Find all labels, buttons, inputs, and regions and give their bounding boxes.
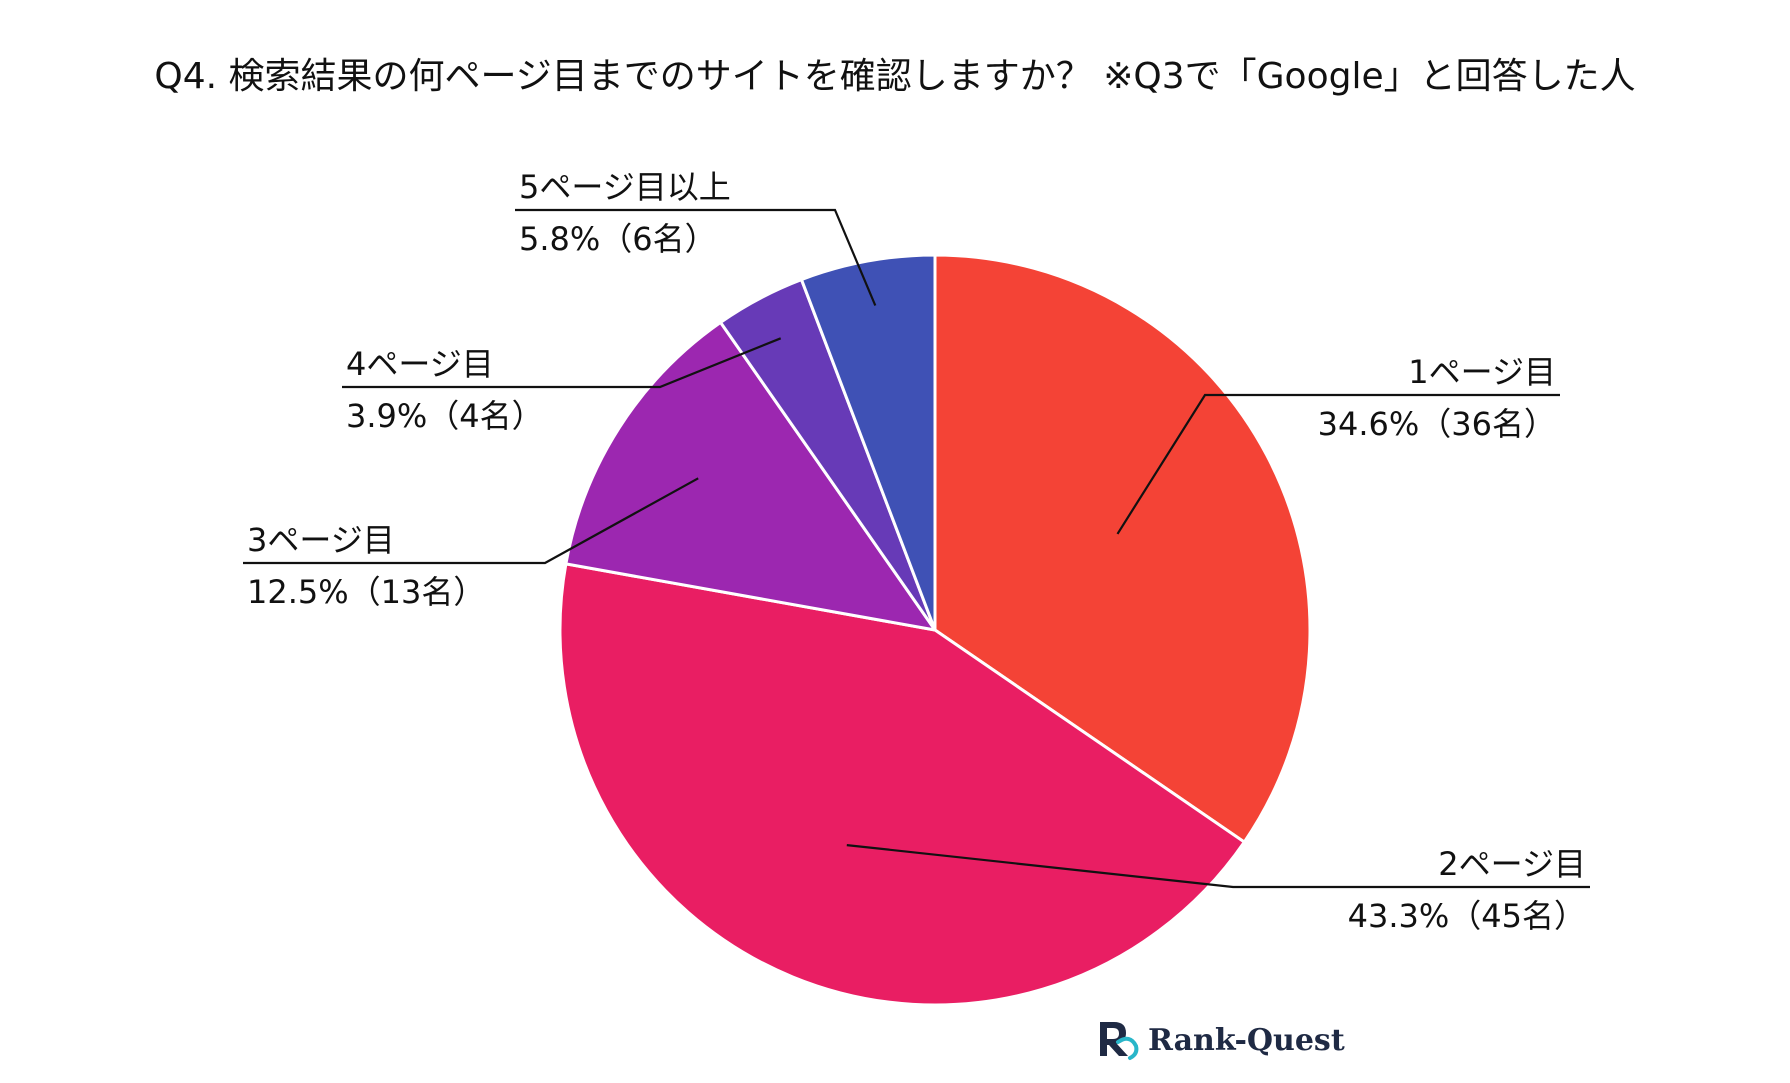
pie-slice-2 [558,562,1247,1007]
brand-name: Rank-Quest [1148,1023,1345,1058]
pie-slice-3 [564,320,939,633]
pie-slice-5 [799,253,937,631]
slice-label-5: 5ページ目以上 [519,168,731,206]
leader-line-2 [846,844,1590,889]
rank-quest-logo-icon [1100,1022,1139,1060]
slice-value-5: 5.8%（6名） [519,220,717,258]
slice-label-4: 4ページ目 [346,345,494,383]
slice-labels: 1ページ目 34.6%（36名） 2ページ目 43.3%（45名） 3ページ目 12.5%… [247,168,1586,935]
leader-lines [243,208,1590,889]
slice-value-2: 43.3%（45名） [1348,897,1586,935]
leader-line-4 [342,337,782,389]
slice-value-4: 3.9%（4名） [346,397,544,435]
chart-title: Q4. 検索結果の何ページ目までのサイトを確認しますか？ ※Q3で「Google… [154,56,1635,97]
brand-watermark: Rank-Quest [1100,1022,1345,1060]
pie-slices [558,253,1312,1007]
leader-line-5 [515,208,877,306]
slice-label-3: 3ページ目 [247,521,395,559]
slice-label-1: 1ページ目 [1408,353,1556,391]
pie-slice-1 [933,253,1312,845]
slice-value-1: 34.6%（36名） [1318,405,1556,443]
leader-line-3 [243,477,699,565]
slice-label-2: 2ページ目 [1438,845,1586,883]
slice-value-3: 12.5%（13名） [247,573,485,611]
leader-line-1 [1116,393,1560,535]
